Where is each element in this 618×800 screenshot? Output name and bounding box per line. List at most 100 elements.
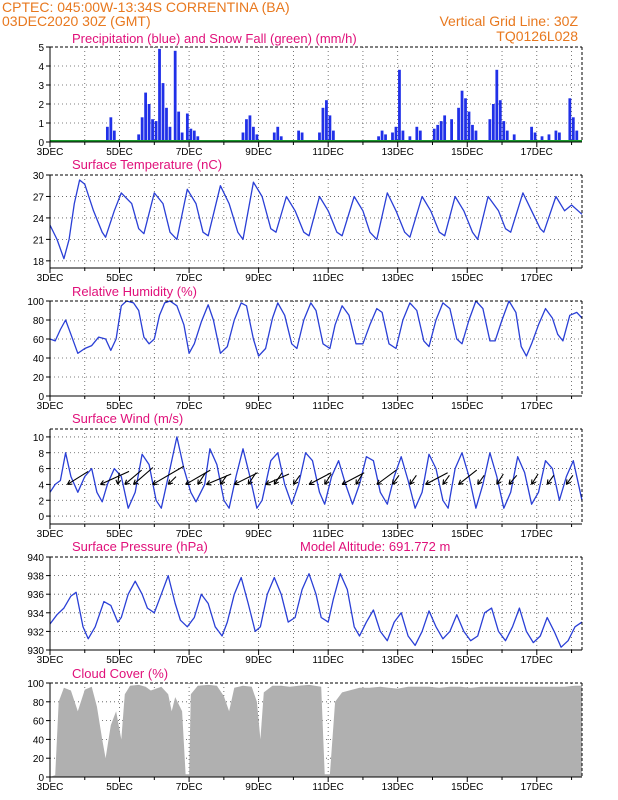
wind-vector-arrow: [66, 470, 89, 485]
precip-bar: [300, 132, 304, 142]
x-day-label: 11DEC: [312, 655, 344, 666]
precip-bar: [464, 98, 467, 142]
precip-bar: [418, 130, 422, 142]
x-day-label: 15DEC: [451, 782, 483, 793]
wind-vector-arrow: [477, 474, 485, 485]
wind-vector-arrow: [273, 472, 283, 485]
y-tick-label: 940: [27, 553, 44, 564]
precip-bar: [540, 136, 544, 142]
precip-bar: [168, 126, 172, 142]
y-tick-label: 24: [33, 214, 45, 225]
precip-bar: [328, 115, 332, 142]
x-day-label: 7DEC: [176, 401, 203, 412]
precip-bar: [439, 121, 443, 142]
x-day-label: 15DEC: [451, 655, 483, 666]
y-tick-label: 0: [38, 138, 44, 149]
y-tick-label: 3: [38, 81, 44, 92]
y-tick-label: 934: [27, 609, 44, 620]
x-day-label: 15DEC: [451, 529, 483, 540]
x-day-label: 17DEC: [521, 782, 553, 793]
wind-vector-arrow: [152, 465, 185, 485]
precip-bar: [276, 126, 280, 142]
precip-bar: [415, 126, 419, 142]
x-day-label: 13DEC: [382, 273, 414, 284]
x-day-label: 9DEC: [245, 529, 272, 540]
precip-bar: [568, 98, 572, 142]
x-day-label: 5DEC: [106, 655, 133, 666]
wind-vector-arrow: [442, 474, 450, 485]
wind-line: [49, 436, 583, 509]
y-tick-label: 2: [38, 100, 44, 111]
wind-vector-arrow: [233, 472, 258, 486]
precip-bar: [398, 69, 401, 142]
wind-panel: 0 2 4 6 8 10 3DEC 5DEC 7DEC 9DEC 11DEC 13DEC 15DEC 17…: [33, 411, 583, 540]
wind-vector-arrow: [531, 473, 539, 485]
y-tick-label: 932: [27, 627, 44, 638]
y-tick-label: 6: [38, 465, 44, 476]
cloud-cover-area: [50, 684, 582, 777]
x-day-label: 13DEC: [382, 147, 414, 158]
x-day-label: 3DEC: [37, 401, 64, 412]
precip-bar: [158, 48, 161, 142]
precip-bar: [554, 130, 558, 142]
precip-bar: [533, 132, 537, 142]
x-day-label: 5DEC: [106, 529, 133, 540]
precip-bar: [377, 136, 380, 142]
precip-bar: [252, 126, 255, 142]
temperature-line: [49, 179, 583, 260]
model-id: TQ0126L028: [496, 28, 578, 44]
y-tick-label: 100: [27, 297, 44, 308]
x-day-label: 11DEC: [312, 782, 344, 793]
pressure-annotation: Model Altitude: 691.772 m: [300, 539, 450, 554]
y-tick-label: 60: [33, 335, 45, 346]
x-day-label: 11DEC: [312, 529, 344, 540]
pressure-panel: 930 932 934 936 938 940 3DEC 5DEC 7DEC 9DEC 11DEC 1…: [27, 539, 583, 666]
cloud-panel: 0 20 40 60 80 100 3DEC 5DEC 7DEC 9DEC 11DEC 13DEC 15…: [27, 666, 583, 793]
y-tick-label: 80: [33, 698, 45, 709]
wind-vector-arrow: [391, 474, 400, 485]
precip-bar: [498, 100, 502, 142]
x-day-label: 9DEC: [245, 655, 272, 666]
precip-bar: [391, 132, 394, 142]
precip-bar: [105, 126, 109, 142]
precip-bar: [151, 119, 154, 142]
precip-bar: [495, 69, 499, 142]
x-day-label: 17DEC: [521, 147, 553, 158]
y-tick-label: 0: [38, 392, 44, 403]
y-tick-label: 5: [38, 43, 44, 54]
y-tick-label: 20: [33, 754, 45, 765]
y-tick-label: 60: [33, 717, 45, 728]
y-tick-label: 18: [33, 257, 45, 268]
y-tick-label: 2: [38, 496, 44, 507]
y-tick-label: 938: [27, 572, 44, 583]
y-tick-label: 40: [33, 354, 45, 365]
precip-bar: [112, 130, 116, 142]
precip-bar: [196, 136, 200, 142]
precip-bar: [502, 121, 506, 142]
precip-bar: [474, 130, 478, 142]
x-day-label: 3DEC: [37, 782, 64, 793]
precip-bar: [530, 126, 533, 142]
x-day-label: 3DEC: [37, 147, 64, 158]
precip-bar: [432, 128, 436, 142]
precip-bar: [384, 134, 387, 142]
x-day-label: 9DEC: [245, 401, 272, 412]
y-tick-label: 10: [33, 433, 45, 444]
precip-bar: [241, 132, 245, 142]
grid-line-note: Vertical Grid Line: 30Z: [439, 13, 578, 29]
wind-vector-arrow: [115, 472, 122, 485]
x-day-label: 5DEC: [106, 782, 133, 793]
y-tick-label: 21: [33, 235, 45, 246]
precip-bar: [144, 92, 148, 142]
x-day-label: 9DEC: [245, 273, 272, 284]
precip-bar: [331, 130, 335, 142]
precip-bar: [547, 134, 551, 142]
precip-title: Precipitation (blue) and Snow Fall (gree…: [72, 31, 357, 46]
x-day-label: 3DEC: [37, 273, 64, 284]
y-tick-label: 4: [38, 480, 44, 491]
y-tick-label: 40: [33, 735, 45, 746]
precip-bar: [147, 104, 151, 142]
wind-vector-arrow: [376, 469, 397, 485]
wind-vector-arrow: [565, 474, 574, 485]
